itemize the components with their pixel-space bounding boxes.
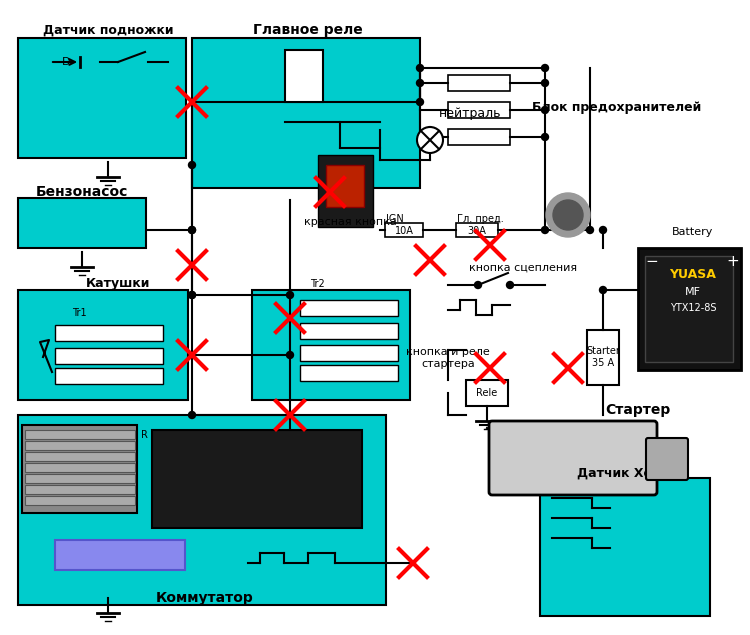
Circle shape bbox=[188, 352, 196, 359]
Circle shape bbox=[553, 200, 583, 230]
Bar bbox=[55, 348, 163, 364]
Text: Блок предохранителей: Блок предохранителей bbox=[532, 102, 702, 114]
Text: YTX12-8S: YTX12-8S bbox=[670, 303, 716, 313]
Bar bbox=[25, 474, 135, 483]
Bar bbox=[540, 478, 710, 616]
Circle shape bbox=[286, 291, 293, 298]
Text: Коммутатор: Коммутатор bbox=[156, 591, 254, 605]
Bar bbox=[55, 540, 185, 570]
Text: Катушки: Катушки bbox=[86, 276, 150, 290]
Circle shape bbox=[506, 281, 514, 288]
Bar bbox=[645, 256, 733, 362]
Circle shape bbox=[188, 227, 196, 234]
Text: +: + bbox=[727, 255, 740, 269]
Bar bbox=[318, 155, 373, 227]
Circle shape bbox=[286, 352, 293, 359]
Bar bbox=[300, 365, 398, 381]
Circle shape bbox=[188, 291, 196, 298]
Bar bbox=[192, 38, 420, 188]
Circle shape bbox=[416, 79, 424, 86]
Bar bbox=[25, 485, 135, 494]
Circle shape bbox=[416, 98, 424, 105]
Bar bbox=[448, 129, 510, 145]
Text: IGN: IGN bbox=[386, 214, 404, 224]
Circle shape bbox=[542, 65, 548, 72]
Text: Бензонасос: Бензонасос bbox=[36, 185, 128, 199]
Bar bbox=[300, 345, 398, 361]
Bar bbox=[456, 223, 498, 237]
Circle shape bbox=[188, 291, 196, 298]
Bar bbox=[18, 415, 386, 605]
Bar bbox=[18, 198, 146, 248]
Bar bbox=[385, 223, 423, 237]
Text: Starter
35 А: Starter 35 А bbox=[586, 346, 620, 368]
Bar bbox=[25, 463, 135, 472]
Bar bbox=[285, 50, 323, 102]
Text: R: R bbox=[141, 430, 148, 440]
Bar bbox=[300, 300, 398, 316]
Circle shape bbox=[417, 127, 443, 153]
Bar bbox=[300, 323, 398, 339]
Bar bbox=[152, 430, 362, 528]
Circle shape bbox=[599, 227, 607, 234]
Circle shape bbox=[188, 227, 196, 234]
Bar bbox=[252, 290, 410, 400]
Bar bbox=[25, 441, 135, 450]
Text: Rele: Rele bbox=[476, 388, 498, 398]
Text: Главное реле: Главное реле bbox=[253, 23, 363, 37]
Circle shape bbox=[542, 107, 548, 114]
Circle shape bbox=[542, 79, 548, 86]
Circle shape bbox=[542, 227, 548, 234]
FancyBboxPatch shape bbox=[489, 421, 657, 495]
Bar bbox=[18, 290, 188, 400]
Circle shape bbox=[188, 161, 196, 168]
Circle shape bbox=[188, 411, 196, 418]
Circle shape bbox=[546, 193, 590, 237]
Text: Battery: Battery bbox=[672, 227, 714, 237]
Bar bbox=[448, 75, 510, 91]
Bar bbox=[587, 330, 619, 385]
Text: Гл. пред.: Гл. пред. bbox=[457, 214, 504, 224]
Text: Стартер: Стартер bbox=[605, 403, 670, 417]
Bar bbox=[55, 325, 163, 341]
Text: кнопка сцепления: кнопка сцепления bbox=[469, 263, 577, 273]
Circle shape bbox=[586, 227, 593, 234]
Bar bbox=[638, 248, 741, 370]
Bar bbox=[55, 368, 163, 384]
Circle shape bbox=[475, 281, 482, 288]
Text: MF: MF bbox=[685, 287, 701, 297]
Bar bbox=[466, 380, 508, 406]
Text: −: − bbox=[646, 255, 658, 269]
Text: Tr1: Tr1 bbox=[72, 308, 86, 318]
Bar bbox=[18, 38, 186, 158]
Circle shape bbox=[416, 65, 424, 72]
Text: Датчик Холла: Датчик Холла bbox=[578, 467, 679, 479]
Bar bbox=[448, 102, 510, 118]
FancyBboxPatch shape bbox=[646, 438, 688, 480]
Circle shape bbox=[542, 133, 548, 140]
Text: красная кнопка: красная кнопка bbox=[304, 217, 396, 227]
Text: YUASA: YUASA bbox=[670, 269, 716, 281]
Text: нейтраль: нейтраль bbox=[439, 107, 501, 119]
Text: Датчик подножки: Датчик подножки bbox=[43, 23, 173, 36]
Text: 10А: 10А bbox=[394, 226, 413, 236]
Circle shape bbox=[599, 286, 607, 293]
Bar bbox=[326, 165, 364, 207]
Text: Tr2: Tr2 bbox=[310, 279, 325, 289]
Bar bbox=[25, 430, 135, 439]
Text: кнопка и реле
стартера: кнопка и реле стартера bbox=[406, 347, 490, 369]
Bar bbox=[25, 452, 135, 461]
Text: D: D bbox=[62, 57, 70, 67]
Text: 30А: 30А bbox=[467, 226, 487, 236]
Bar bbox=[22, 425, 137, 513]
Bar bbox=[25, 496, 135, 505]
